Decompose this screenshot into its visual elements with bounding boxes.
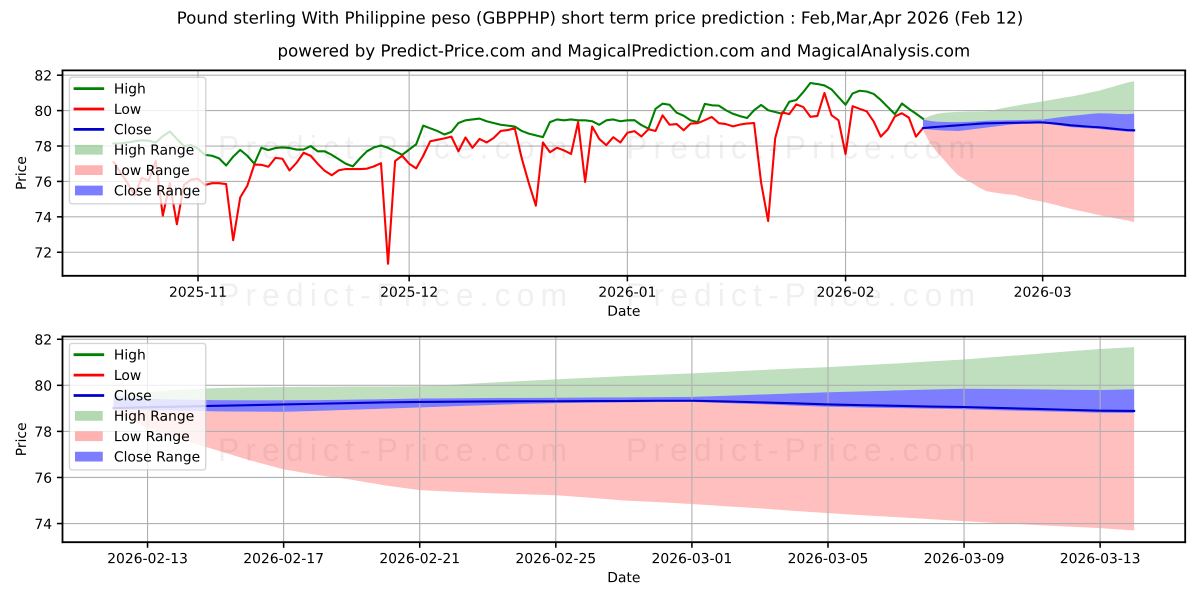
svg-text:Predict-Price.com: Predict-Price.com bbox=[218, 277, 573, 313]
svg-text:Predict-Price.com: Predict-Price.com bbox=[626, 129, 981, 165]
svg-text:Predict-Price.com: Predict-Price.com bbox=[218, 129, 573, 165]
svg-text:Predict-Price.com: Predict-Price.com bbox=[626, 277, 981, 313]
